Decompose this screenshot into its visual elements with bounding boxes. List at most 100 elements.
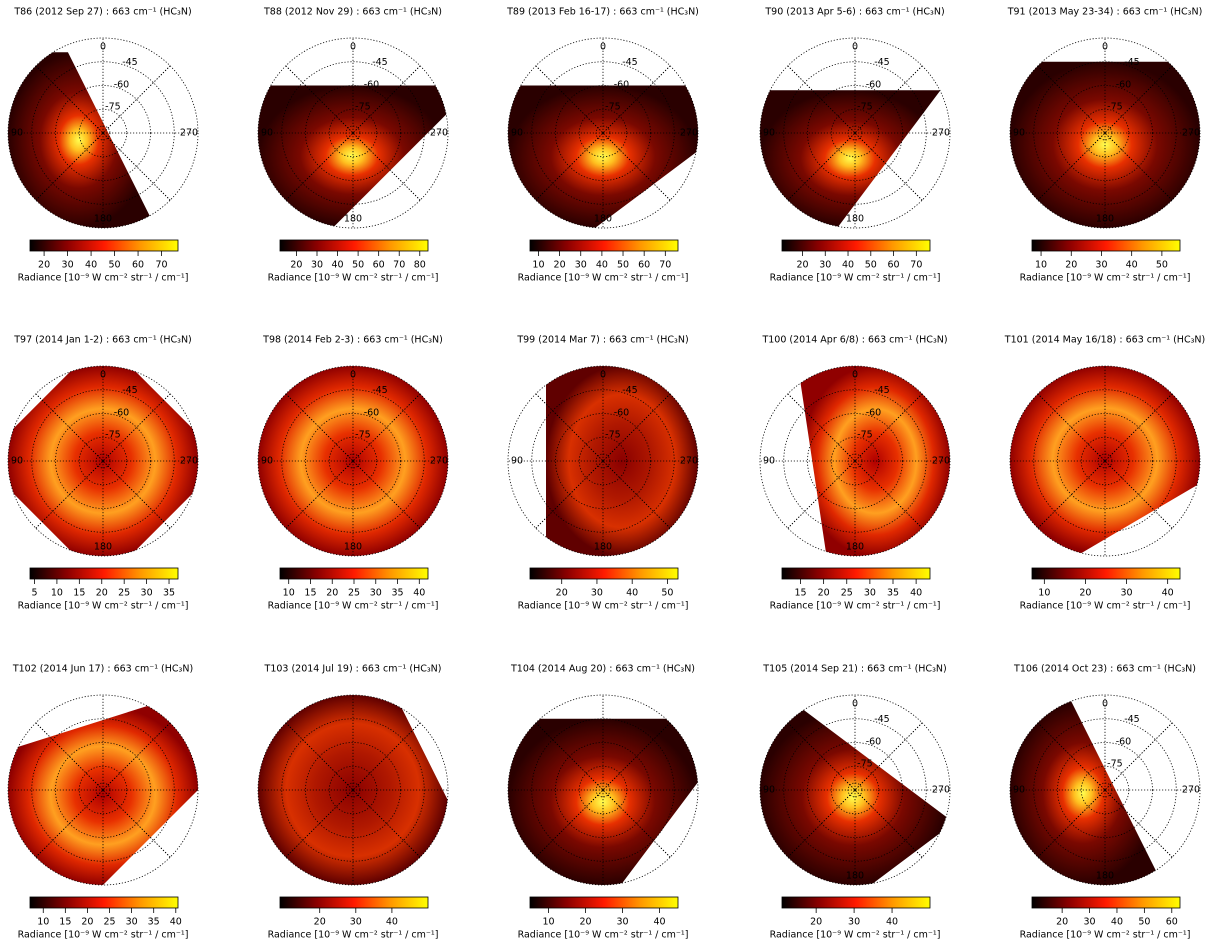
colorbar-tick-label: 25: [841, 588, 853, 599]
panel-title: T99 (2014 Mar 7) : 663 cm⁻¹ (HC₃N): [516, 335, 688, 346]
colorbar-tick-label: 50: [1156, 260, 1168, 271]
lat-label: -60: [114, 79, 130, 90]
colorbar-tick-label: 20: [38, 260, 50, 271]
colorbar-tick-label: 40: [386, 917, 398, 928]
lat-ring: [305, 413, 401, 509]
lat-label: -75: [857, 759, 873, 770]
lon-label: 270: [932, 785, 950, 796]
colorbar-tick-label: 35: [391, 588, 403, 599]
lat-label: -60: [1116, 736, 1132, 747]
lon-label: 0: [852, 370, 858, 381]
lat-label: -75: [105, 430, 121, 441]
lat-label: -45: [1124, 57, 1140, 68]
radiance-map: [8, 706, 198, 885]
colorbar-label: Radiance [10⁻⁹ W cm⁻² str⁻¹ / cm⁻¹]: [268, 273, 439, 284]
colorbar-tick-label: 40: [170, 917, 182, 928]
colorbar-tick-label: 15: [73, 588, 85, 599]
lon-label: 0: [350, 370, 356, 381]
colorbar-tick-label: 30: [350, 917, 362, 928]
lat-ring: [1033, 718, 1177, 862]
polar-frame: [507, 37, 699, 229]
colorbar-tick-label: 40: [842, 260, 854, 271]
polar-frame: [257, 694, 449, 886]
lat-ring: [1033, 61, 1177, 205]
lat-label: -45: [622, 57, 638, 68]
lat-label: -75: [605, 430, 621, 441]
lon-label: 180: [94, 542, 112, 553]
lat-ring: [1057, 85, 1153, 181]
lon-label: 270: [1182, 128, 1200, 139]
lon-label: 270: [180, 128, 198, 139]
colorbar-tick-label: 20: [579, 917, 591, 928]
colorbar-tick-label: 25: [118, 588, 130, 599]
colorbar-tick-label: 25: [103, 917, 115, 928]
lat-label: -75: [1107, 759, 1123, 770]
lon-label: 0: [350, 42, 356, 53]
lon-label: 0: [100, 42, 106, 53]
colorbar-tick-label: 15: [304, 588, 316, 599]
colorbar-tick-label: 50: [865, 260, 877, 271]
colorbar-tick-label: 40: [1162, 588, 1174, 599]
lat-ring: [555, 85, 651, 181]
colorbar-label: Radiance [10⁻⁹ W cm⁻² str⁻¹ / cm⁻¹]: [1020, 273, 1191, 284]
lat-label: -45: [874, 385, 890, 396]
lon-label: 90: [11, 128, 23, 139]
colorbar-tick-label: 35: [163, 588, 175, 599]
colorbar-tick-label: 40: [1126, 260, 1138, 271]
colorbar-label: Radiance [10⁻⁹ W cm⁻² str⁻¹ / cm⁻¹]: [1020, 601, 1191, 612]
colorbar-tick-label: 15: [794, 588, 806, 599]
lon-label: 90: [261, 456, 273, 467]
lat-ring: [783, 389, 927, 533]
colorbar-tick-label: 70: [156, 260, 168, 271]
panel-title: T88 (2012 Nov 29) : 663 cm⁻¹ (HC₃N): [263, 7, 442, 18]
lat-label: -45: [874, 714, 890, 725]
lat-label: -60: [1116, 79, 1132, 90]
lat-ring: [578, 765, 628, 815]
panel-title: T106 (2014 Oct 23) : 663 cm⁻¹ (HC₃N): [1013, 664, 1196, 675]
lat-ring: [328, 108, 378, 158]
colorbar: [781, 896, 931, 909]
panel-title: T86 (2012 Sep 27) : 663 cm⁻¹ (HC₃N): [13, 7, 191, 18]
radiance-map: [1010, 701, 1156, 885]
colorbar: [529, 239, 679, 252]
lat-ring: [55, 413, 151, 509]
colorbar-tick-label: 60: [888, 260, 900, 271]
lat-label: -45: [122, 385, 138, 396]
lon-label: 180: [1096, 871, 1114, 882]
lat-ring: [1080, 765, 1130, 815]
colorbar-label: Radiance [10⁻⁹ W cm⁻² str⁻¹ / cm⁻¹]: [268, 930, 439, 941]
lat-ring: [807, 742, 903, 838]
colorbar-tick-label: 60: [132, 260, 144, 271]
panel-title: T103 (2014 Jul 19) : 663 cm⁻¹ (HC₃N): [264, 664, 442, 675]
colorbar-tick-label: 50: [109, 260, 121, 271]
radiance-map: [258, 85, 447, 227]
lon-label: 270: [932, 128, 950, 139]
lon-label: 90: [1013, 785, 1025, 796]
polar-frame: [257, 37, 449, 229]
lat-label: -60: [866, 79, 882, 90]
colorbar-tick-label: 40: [653, 917, 665, 928]
lat-ring: [1033, 389, 1177, 533]
colorbar: [279, 896, 429, 909]
polar-frame: [7, 365, 199, 557]
colorbar-label: Radiance [10⁻⁹ W cm⁻² str⁻¹ / cm⁻¹]: [268, 601, 439, 612]
colorbar-tick-label: 30: [591, 588, 603, 599]
colorbar-tick-label: 80: [414, 260, 426, 271]
panel-title: T101 (2014 May 16/18) : 663 cm⁻¹ (HC₃N): [1004, 335, 1205, 346]
lon-label: 270: [680, 128, 698, 139]
panel-title: T102 (2014 Jun 17) : 663 cm⁻¹ (HC₃N): [12, 664, 193, 675]
lat-label: -60: [114, 407, 130, 418]
lon-label: 0: [600, 370, 606, 381]
lat-ring: [807, 413, 903, 509]
panel-title: T90 (2013 Apr 5-6) : 663 cm⁻¹ (HC₃N): [764, 7, 944, 18]
colorbar-label: Radiance [10⁻⁹ W cm⁻² str⁻¹ / cm⁻¹]: [18, 273, 189, 284]
colorbar: [781, 567, 931, 580]
lat-ring: [281, 389, 425, 533]
polar-frame: [1009, 694, 1201, 886]
lat-label: -60: [364, 79, 380, 90]
lon-label: 90: [11, 456, 23, 467]
colorbar-tick-label: 50: [661, 588, 673, 599]
lon-label: 90: [261, 128, 273, 139]
lat-ring: [555, 742, 651, 838]
